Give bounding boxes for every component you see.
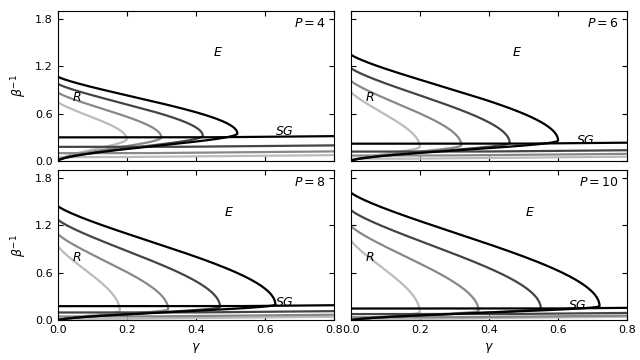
Text: $E$: $E$ (213, 46, 223, 59)
X-axis label: $\gamma$: $\gamma$ (191, 341, 201, 355)
Text: $SG$: $SG$ (576, 134, 595, 147)
Text: $P = 10$: $P = 10$ (579, 176, 619, 189)
Text: $R$: $R$ (72, 251, 82, 264)
Y-axis label: $\beta^{-1}$: $\beta^{-1}$ (10, 234, 29, 257)
Text: $P = 4$: $P = 4$ (294, 17, 326, 30)
Text: $R$: $R$ (72, 91, 82, 104)
Text: $SG$: $SG$ (275, 296, 294, 309)
Text: $E$: $E$ (511, 46, 522, 59)
Text: $E$: $E$ (525, 206, 536, 219)
Text: $SG$: $SG$ (275, 125, 294, 138)
Text: $R$: $R$ (365, 91, 375, 104)
Text: $R$: $R$ (365, 251, 375, 264)
Y-axis label: $\beta^{-1}$: $\beta^{-1}$ (10, 75, 29, 98)
Text: $P = 8$: $P = 8$ (294, 176, 326, 189)
Text: $SG$: $SG$ (568, 299, 587, 312)
X-axis label: $\gamma$: $\gamma$ (484, 341, 494, 355)
Text: $P = 6$: $P = 6$ (587, 17, 619, 30)
Text: $E$: $E$ (224, 206, 234, 219)
